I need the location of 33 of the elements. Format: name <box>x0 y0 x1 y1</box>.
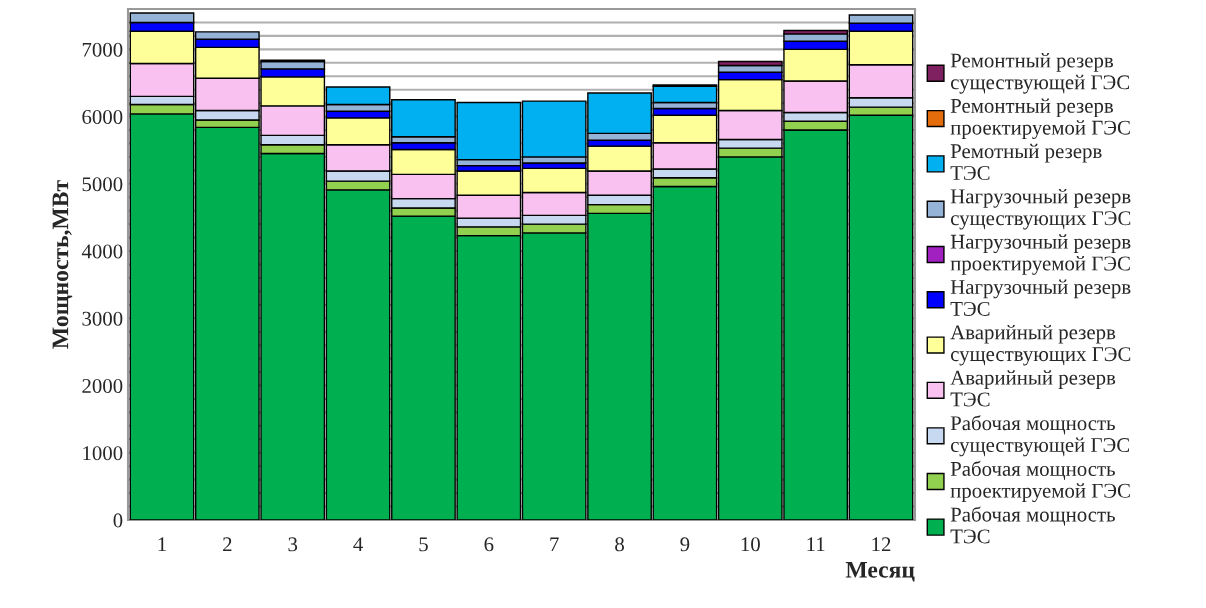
legend-label: Нагрузочный резерв ТЭС <box>950 279 1131 316</box>
legend-label: Ремонтный резерв проектируемой ГЭС <box>950 98 1130 139</box>
y-tick-label: 3000 <box>82 311 123 326</box>
x-axis-title: Месяц <box>845 562 915 582</box>
y-tick-label: 0 <box>113 513 123 528</box>
y-tick-label: 7000 <box>82 42 123 57</box>
x-tick-label: 4 <box>353 537 363 552</box>
x-tick-label: 5 <box>419 537 428 552</box>
legend-label: Ремонтный резерв существующей ГЭС <box>950 53 1130 94</box>
x-tick-label: 8 <box>615 537 624 552</box>
y-tick-label: 6000 <box>82 109 123 125</box>
legend-label: Аварийный резерв существующих ГЭС <box>950 324 1131 366</box>
legend-label: Рабочая мощность проектируемой ГЭС <box>950 460 1130 503</box>
legend-label: Аварийный резерв ТЭС <box>950 370 1116 407</box>
y-tick-label: 5000 <box>82 177 123 192</box>
x-tick-label: 3 <box>288 537 298 552</box>
legend-label: Рабочая мощность существующей ГЭС <box>950 415 1130 457</box>
x-tick-label: 1 <box>158 537 166 552</box>
y-axis-title: Мощность,МВт <box>52 180 73 349</box>
x-tick-label: 2 <box>223 537 232 552</box>
legend-label: Рабочая мощность ТЭС <box>950 506 1115 544</box>
legend-label: Нагрузочный резерв проектируемой ГЭС <box>950 234 1131 275</box>
legend-label: Ремотный резерв ТЭС <box>950 143 1102 180</box>
legend-label: Нагрузочный резерв существующих ГЭС <box>950 188 1131 230</box>
x-tick-label: 9 <box>680 537 690 552</box>
y-tick-label: 1000 <box>83 446 123 461</box>
x-tick-label: 12 <box>872 537 891 552</box>
x-tick-label: 7 <box>550 537 559 552</box>
x-tick-label: 11 <box>807 537 825 552</box>
x-tick-label: 10 <box>741 537 760 552</box>
y-tick-label: 2000 <box>82 378 123 393</box>
y-tick-label: 4000 <box>81 244 123 259</box>
x-tick-label: 6 <box>484 537 494 552</box>
